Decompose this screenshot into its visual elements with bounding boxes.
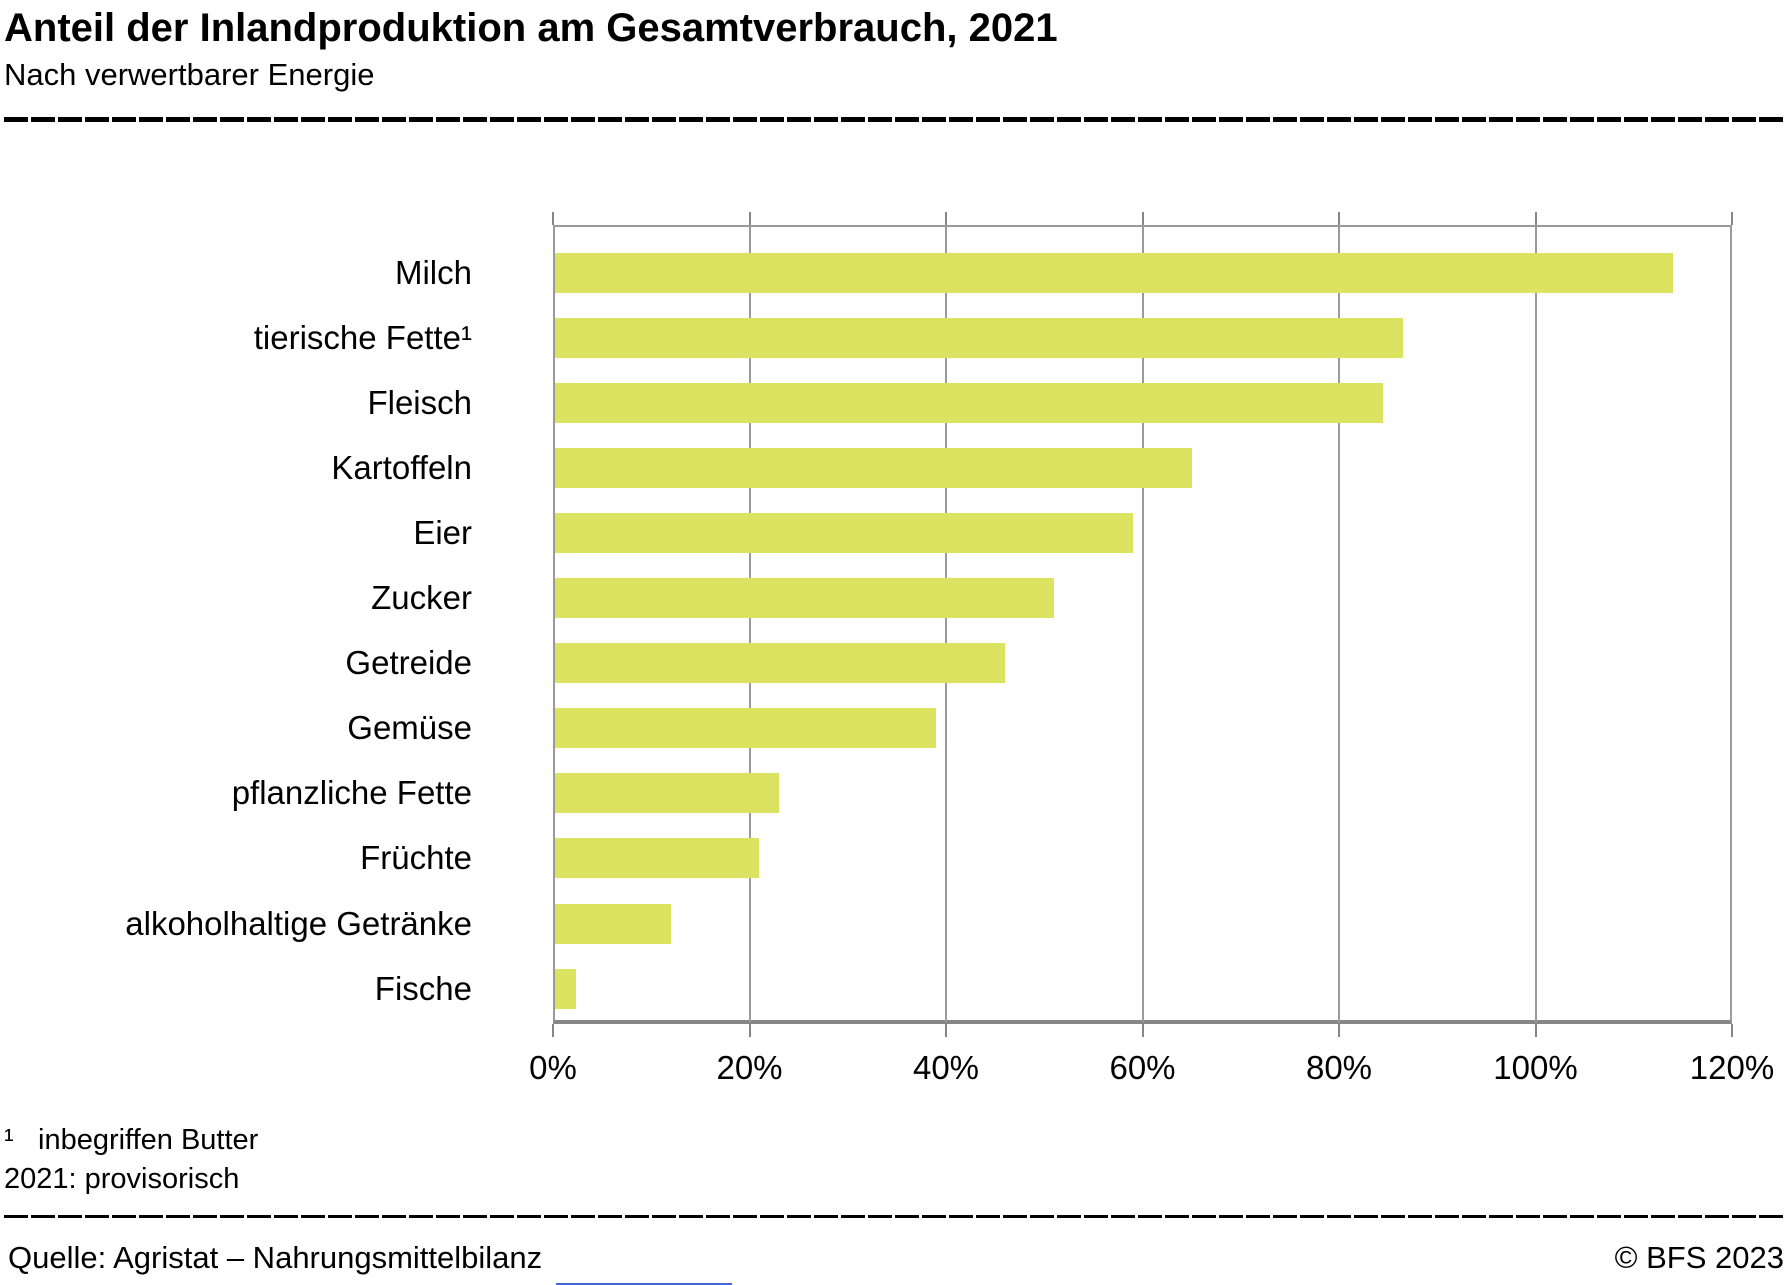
- x-axis-label-0: 0%: [529, 1049, 577, 1086]
- x-axis-top-tick-20: [748, 212, 751, 225]
- x-axis-label-100: 100%: [1493, 1049, 1578, 1086]
- gridline-60: [1141, 227, 1144, 1022]
- x-axis-tick-40: [945, 1024, 947, 1037]
- category-label: Kartoffeln: [331, 448, 472, 486]
- footnote-text-1: inbegriffen Butter: [38, 1124, 259, 1156]
- category-label: alkoholhaltige Getränke: [125, 904, 472, 942]
- bar-zucker: [555, 578, 1054, 618]
- bar-fische: [555, 968, 576, 1009]
- plot-area-border: [553, 225, 1732, 1024]
- x-axis-top-tick-0: [552, 212, 554, 225]
- category-label: Früchte: [360, 839, 472, 877]
- footer-divider-line: [4, 1215, 1786, 1218]
- x-axis-tick-0: [552, 1024, 554, 1037]
- gridline-40: [945, 227, 947, 1022]
- x-axis-tick-80: [1338, 1024, 1340, 1037]
- category-label: tierische Fette¹: [253, 318, 472, 356]
- category-label: Gemüse: [347, 709, 472, 747]
- x-axis-top-tick-100: [1534, 212, 1537, 225]
- bar-milch: [555, 252, 1673, 293]
- gridline-20: [748, 227, 751, 1022]
- gridline-100: [1534, 227, 1537, 1022]
- bar-frchte: [555, 838, 759, 879]
- footnote-line-1: ¹ inbegriffen Butter: [4, 1121, 258, 1160]
- source-text: Quelle: Agristat – Nahrungsmittelbilanz: [8, 1240, 543, 1275]
- category-label: pflanzliche Fette: [231, 774, 472, 812]
- x-axis-top-tick-80: [1338, 212, 1340, 225]
- x-axis-tick-100: [1534, 1024, 1537, 1037]
- gridline-80: [1338, 227, 1340, 1022]
- bar-gemse: [555, 708, 936, 749]
- footnote-line-2: 2021: provisorisch: [4, 1163, 240, 1195]
- x-axis-top-tick-40: [945, 212, 947, 225]
- bar-eier: [555, 512, 1133, 553]
- bar-getreide: [555, 643, 1005, 684]
- x-axis-tick-60: [1141, 1024, 1144, 1037]
- x-axis-tick-120: [1731, 1024, 1733, 1037]
- category-label: Zucker: [371, 579, 472, 616]
- header-divider-line: [4, 117, 1786, 122]
- bar-chart: [0, 190, 1792, 1090]
- category-label: Getreide: [345, 644, 472, 682]
- bar-pflanzlichefette: [555, 773, 779, 814]
- x-axis-top-tick-60: [1141, 212, 1144, 225]
- x-axis-top-tick-120: [1731, 212, 1733, 225]
- x-axis-label-120: 120%: [1689, 1049, 1775, 1086]
- bar-kartoffeln: [555, 447, 1192, 488]
- category-label: Fische: [374, 969, 472, 1007]
- copyright-text: © BFS 2023: [1614, 1240, 1784, 1275]
- x-axis-label-40: 40%: [912, 1049, 980, 1086]
- page-subtitle: Nach verwertbarer Energie: [4, 57, 375, 92]
- category-label: Fleisch: [367, 383, 472, 421]
- bar-tierischefette: [555, 317, 1403, 358]
- x-axis-label-60: 60%: [1109, 1049, 1176, 1086]
- bar-fleisch: [555, 382, 1383, 423]
- footnotes: ¹ inbegriffen Butter 2021: provisorisch: [4, 1121, 258, 1199]
- bar-alkoholhaltigegetrnke: [555, 903, 671, 944]
- x-axis-tick-20: [748, 1024, 751, 1037]
- footnote-marker: ¹: [4, 1124, 14, 1156]
- x-axis-label-20: 20%: [716, 1049, 783, 1086]
- page-title: Anteil der Inlandproduktion am Gesamtver…: [4, 6, 1058, 50]
- bottom-blue-line: [556, 1283, 732, 1285]
- x-axis-label-80: 80%: [1305, 1049, 1373, 1086]
- category-label: Milch: [394, 253, 472, 291]
- category-label: Eier: [413, 513, 472, 551]
